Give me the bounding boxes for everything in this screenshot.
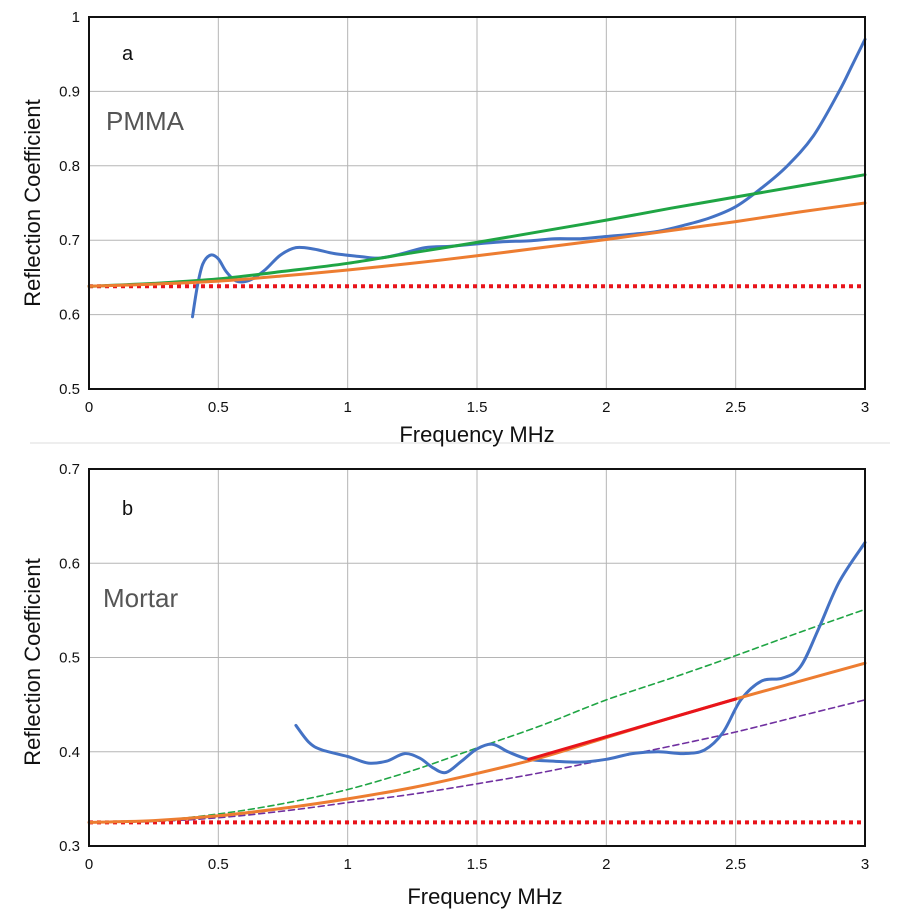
series-line-model-green	[87, 173, 867, 288]
x-tick-label: 0	[85, 399, 93, 416]
tick-labels: 0 0.5 1 1.5 2 2.5 3 0.5 0.6 0.7 0.8 0.9 1	[59, 9, 869, 416]
material-label: Mortar	[103, 583, 178, 613]
x-tick-label: 3	[861, 399, 869, 416]
y-tick-label: 0.5	[59, 381, 80, 398]
y-tick-label: 0.8	[59, 158, 80, 175]
x-axis-label: Frequency MHz	[399, 422, 554, 447]
y-tick-label: 0.5	[59, 650, 80, 667]
y-tick-label: 0.6	[59, 307, 80, 324]
x-tick-label: 0.5	[208, 856, 229, 873]
series-line-measured	[294, 541, 867, 775]
material-label: PMMA	[106, 106, 185, 136]
x-tick-label: 2	[602, 856, 610, 873]
series-line-model-red-segment	[527, 697, 738, 761]
x-tick-label: 1	[343, 856, 351, 873]
series-line-model-orange	[87, 201, 867, 288]
x-tick-label: 2.5	[725, 856, 746, 873]
y-tick-label: 0.6	[59, 555, 80, 572]
x-tick-label: 1.5	[467, 856, 488, 873]
tick-labels: 0 0.5 1 1.5 2 2.5 3 0.3 0.4 0.5 0.6 0.7	[59, 461, 869, 873]
chart-panel-b: 0 0.5 1 1.5 2 2.5 3 0.3 0.4 0.5 0.6 0.7 b Mortar Fr…	[20, 461, 869, 909]
y-axis-label: Reflection Coefficient	[20, 558, 45, 766]
x-tick-label: 1	[343, 399, 351, 416]
x-tick-label: 2	[602, 399, 610, 416]
series-line-model-purple-dashed	[88, 699, 866, 824]
x-tick-label: 2.5	[725, 399, 746, 416]
y-tick-label: 0.4	[59, 744, 80, 761]
series-line-model-green-dashed	[88, 608, 866, 824]
series-layer	[87, 541, 867, 825]
panel-label: b	[122, 498, 133, 520]
x-tick-label: 0	[85, 856, 93, 873]
panel-label: a	[122, 43, 134, 65]
y-tick-label: 0.3	[59, 838, 80, 855]
x-tick-label: 3	[861, 856, 869, 873]
plot-frame	[88, 16, 866, 390]
y-tick-label: 0.7	[59, 461, 80, 478]
chart-panel-a: 0 0.5 1 1.5 2 2.5 3 0.5 0.6 0.7 0.8 0.9 1 a PMMA Fre…	[20, 9, 869, 447]
gridlines	[88, 16, 866, 390]
plot-frame	[88, 468, 866, 847]
y-axis-label: Reflection Coefficient	[20, 99, 45, 307]
y-tick-label: 1	[72, 9, 80, 26]
series-layer	[87, 37, 867, 319]
x-tick-label: 0.5	[208, 399, 229, 416]
x-axis-label: Frequency MHz	[407, 884, 562, 909]
gridlines	[88, 468, 866, 847]
y-tick-label: 0.9	[59, 83, 80, 100]
y-tick-label: 0.7	[59, 232, 80, 249]
x-tick-label: 1.5	[467, 399, 488, 416]
